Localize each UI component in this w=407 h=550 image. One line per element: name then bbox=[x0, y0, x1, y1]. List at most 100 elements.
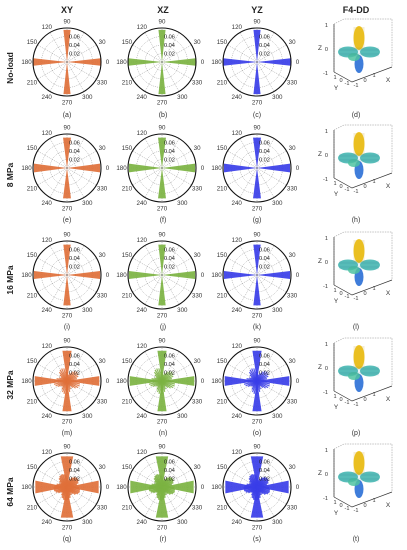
radial-tick-label: 0.04 bbox=[69, 149, 80, 155]
polar-spoke bbox=[66, 61, 85, 92]
radial-tick-label: 0.02 bbox=[164, 265, 175, 271]
panel-label: (j) bbox=[160, 324, 166, 331]
y-tick-label: 0 bbox=[339, 78, 342, 84]
polar-spoke bbox=[66, 363, 97, 382]
angle-tick-label: 120 bbox=[232, 237, 243, 244]
rose-petal-90 bbox=[155, 456, 169, 487]
angle-tick-label: 330 bbox=[97, 398, 108, 405]
x-tick-label: -1 bbox=[354, 83, 359, 89]
angle-tick-label: 270 bbox=[252, 206, 263, 213]
rose-petal-90 bbox=[62, 350, 72, 381]
angle-tick-label: 0 bbox=[106, 59, 110, 66]
rose-petal-270 bbox=[253, 62, 261, 95]
panel-label: (a) bbox=[63, 112, 72, 119]
angle-tick-label: 210 bbox=[27, 185, 38, 192]
angle-tick-label: 180 bbox=[116, 484, 127, 491]
angle-tick-label: 120 bbox=[137, 237, 148, 244]
rose-petal-0 bbox=[162, 163, 196, 173]
polar-spoke bbox=[161, 138, 180, 169]
angle-tick-label: 90 bbox=[64, 19, 71, 26]
surface-floor bbox=[333, 66, 393, 83]
angle-tick-label: 270 bbox=[252, 313, 263, 320]
angle-tick-label: 300 bbox=[272, 200, 283, 207]
rose-petal-0 bbox=[162, 58, 196, 66]
angle-tick-label: 0 bbox=[106, 378, 110, 385]
polar-spoke bbox=[37, 363, 68, 382]
z-axis-name: Z bbox=[318, 258, 322, 265]
angle-tick-label: 270 bbox=[62, 206, 73, 213]
polar-plot-xy-4: 0.02 0.04 0.06 0 30 90 120 150 180 210 240 270 300 33… bbox=[21, 444, 109, 532]
polar-plot-xz-0: 0.02 0.04 0.06 0 30 90 120 150 180 210 240 270 300 33… bbox=[116, 19, 204, 107]
y-tick-label: 1 bbox=[333, 181, 336, 187]
polar-spoke bbox=[161, 167, 192, 186]
panel-label: (h) bbox=[352, 217, 361, 224]
radial-tick-label: 0.04 bbox=[69, 256, 80, 262]
polar-spoke bbox=[49, 138, 68, 169]
z-tick-label: -1 bbox=[323, 71, 328, 77]
polar-spoke bbox=[37, 44, 68, 63]
column-header-xy: XY bbox=[61, 5, 73, 15]
x-tick-label: 0 bbox=[363, 291, 366, 297]
polar-outer-ring bbox=[32, 27, 102, 97]
row-header-8mpa: 8 MPa bbox=[5, 162, 15, 187]
y-tick-label: 0 bbox=[339, 397, 342, 403]
polar-plot-xz-2: 0.02 0.04 0.06 0 30 90 120 150 180 210 240 270 300 33… bbox=[116, 232, 204, 320]
radial-tick-label: 0.06 bbox=[69, 141, 80, 147]
radial-tick-label: 0.04 bbox=[164, 149, 175, 155]
rose-petal-90 bbox=[158, 137, 166, 168]
polar-outer-ring bbox=[222, 452, 292, 522]
angle-tick-label: 330 bbox=[97, 79, 108, 86]
z-tick-label: 0 bbox=[325, 153, 328, 159]
polar-outer-ring bbox=[127, 452, 197, 522]
radial-tick-label: 0.06 bbox=[69, 460, 80, 466]
polar-spoke bbox=[256, 167, 275, 198]
angle-tick-label: 30 bbox=[289, 464, 296, 471]
angle-tick-label: 150 bbox=[217, 464, 228, 471]
polar-plot-xz-1: 0.02 0.04 0.06 0 30 90 120 150 180 210 240 270 300 33… bbox=[116, 125, 204, 213]
polar-spoke bbox=[239, 61, 258, 92]
polar-spoke bbox=[132, 150, 163, 169]
panel-label: (p) bbox=[352, 430, 361, 437]
z-tick-label: 1 bbox=[325, 448, 328, 454]
angle-tick-label: 150 bbox=[122, 145, 133, 152]
polar-spoke bbox=[66, 150, 97, 169]
polar-spoke bbox=[256, 138, 275, 169]
angle-tick-label: 240 bbox=[42, 200, 53, 207]
angle-tick-label: 150 bbox=[217, 39, 228, 46]
y-tick-label: -1 bbox=[345, 294, 350, 300]
column-header-f4dd: F4-DD bbox=[343, 5, 370, 15]
angle-tick-label: 210 bbox=[27, 292, 38, 299]
polar-spoke bbox=[256, 61, 275, 92]
polar-spoke bbox=[256, 363, 287, 382]
polar-spoke bbox=[161, 469, 192, 488]
angle-tick-label: 0 bbox=[296, 378, 300, 385]
angle-tick-label: 330 bbox=[192, 79, 203, 86]
row-header-16mpa: 16 MPa bbox=[5, 265, 15, 295]
radial-tick-label: 0.06 bbox=[259, 354, 270, 360]
x-axis-name: X bbox=[386, 77, 391, 84]
rose-petal-180 bbox=[34, 376, 67, 386]
angle-tick-label: 240 bbox=[232, 94, 243, 101]
angle-tick-label: 30 bbox=[289, 252, 296, 259]
angle-tick-label: 150 bbox=[27, 145, 38, 152]
y-tick-label: 1 bbox=[333, 500, 336, 506]
radial-tick-label: 0.06 bbox=[164, 35, 175, 41]
polar-spoke bbox=[132, 380, 163, 399]
polar-spoke bbox=[132, 363, 163, 382]
angle-tick-label: 330 bbox=[192, 504, 203, 511]
angle-tick-label: 210 bbox=[217, 185, 228, 192]
rose-spike bbox=[66, 380, 79, 383]
angle-tick-label: 270 bbox=[157, 313, 168, 320]
radial-tick-label: 0.02 bbox=[164, 158, 175, 164]
angle-tick-label: 30 bbox=[194, 464, 201, 471]
rose-petal-0 bbox=[162, 376, 195, 386]
polar-outer-ring bbox=[222, 27, 292, 97]
polar-spoke bbox=[66, 138, 85, 169]
angle-tick-label: 150 bbox=[122, 252, 133, 259]
angle-tick-label: 300 bbox=[82, 94, 93, 101]
surface-floor bbox=[333, 385, 393, 402]
angle-tick-label: 0 bbox=[106, 484, 110, 491]
polar-spoke bbox=[256, 469, 287, 488]
angle-tick-label: 90 bbox=[254, 232, 261, 239]
polar-spoke bbox=[227, 363, 258, 382]
